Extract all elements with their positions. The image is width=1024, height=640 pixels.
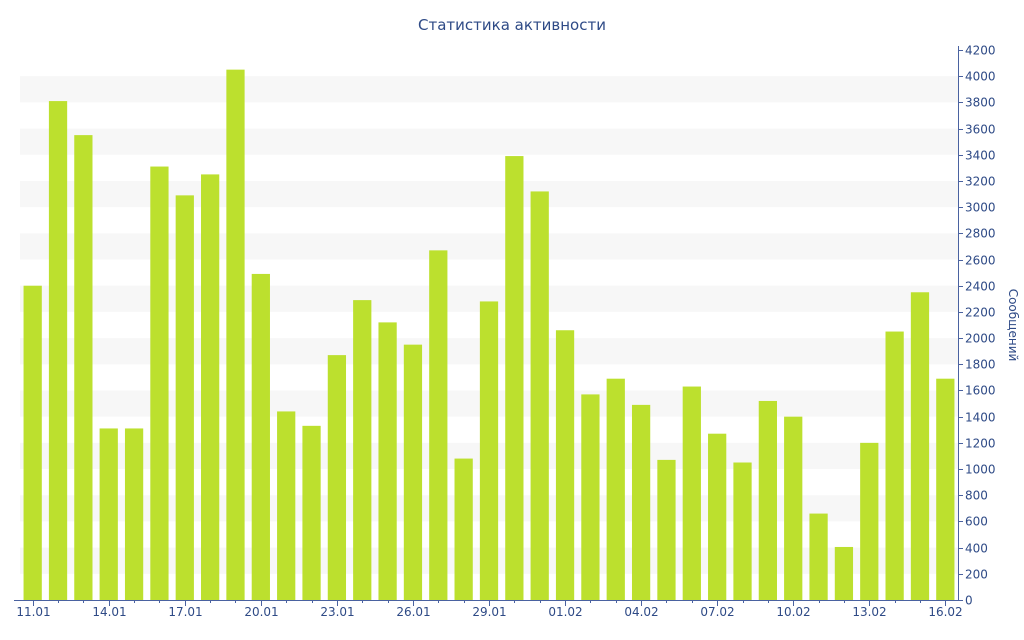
bar[interactable]	[251, 273, 270, 600]
y-tick-label: 200	[965, 568, 988, 582]
y-tick-label: 1800	[965, 358, 996, 372]
y-tick-label: 2600	[965, 254, 996, 268]
bar[interactable]	[657, 459, 676, 600]
axes	[14, 46, 959, 601]
x-tick-label: 01.02	[548, 605, 582, 619]
bar[interactable]	[175, 195, 194, 600]
bar[interactable]	[784, 416, 803, 600]
bar[interactable]	[378, 322, 397, 600]
bar[interactable]	[124, 428, 144, 600]
bar[interactable]	[99, 428, 118, 600]
x-tick-label: 07.02	[700, 605, 734, 619]
x-tick-label: 10.02	[776, 605, 810, 619]
bar[interactable]	[758, 400, 777, 600]
bar-series	[23, 69, 955, 601]
x-tick-label: 17.01	[168, 605, 202, 619]
y-tick-label: 1400	[965, 411, 996, 425]
grid-band	[20, 128, 958, 155]
y-tick-label: 800	[965, 489, 988, 503]
bar[interactable]	[403, 344, 423, 600]
x-tick-label: 11.01	[16, 605, 50, 619]
x-tick-label: 16.02	[928, 605, 962, 619]
x-tick-label: 13.02	[852, 605, 886, 619]
bar[interactable]	[277, 411, 296, 600]
bar[interactable]	[682, 386, 701, 600]
bar[interactable]	[708, 433, 727, 600]
y-tick-label: 3000	[965, 201, 996, 215]
x-tick-label: 26.01	[396, 605, 430, 619]
x-tick-label: 29.01	[472, 605, 506, 619]
y-tick-label: 4200	[965, 44, 996, 58]
y-tick-label: 3600	[965, 123, 996, 137]
bar[interactable]	[809, 513, 828, 600]
bar[interactable]	[302, 425, 321, 600]
y-tick-label: 2800	[965, 227, 996, 241]
grid-band	[20, 76, 958, 103]
bar[interactable]	[733, 462, 752, 601]
y-tick-label: 2000	[965, 332, 996, 346]
bar[interactable]	[834, 546, 854, 600]
y-tick-label: 3800	[965, 96, 996, 110]
bar[interactable]	[885, 331, 904, 600]
y-tick-label: 3400	[965, 149, 996, 163]
bar[interactable]	[23, 285, 42, 600]
y-tick-label: 4000	[965, 70, 996, 84]
x-axis-ticks: 11.01 14.01 17.01 20.01 23.01 26.01 29.01 01.02…	[16, 600, 963, 619]
y-tick-label: 400	[965, 542, 988, 556]
x-tick-label: 14.01	[92, 605, 126, 619]
bar[interactable]	[226, 69, 245, 600]
bar[interactable]	[505, 156, 524, 601]
y-axis-ticks: 0 200 400 600 800 1000 1200 1400 1600 1800 2000 220…	[958, 44, 996, 608]
bar[interactable]	[454, 458, 473, 600]
bar[interactable]	[150, 166, 169, 601]
bar[interactable]	[429, 250, 448, 600]
bar[interactable]	[327, 355, 347, 600]
bar[interactable]	[353, 300, 372, 600]
y-tick-label: 1000	[965, 463, 996, 477]
y-tick-label: 1200	[965, 437, 996, 451]
y-tick-label: 3200	[965, 175, 996, 189]
x-tick-label: 04.02	[624, 605, 658, 619]
bar[interactable]	[606, 378, 625, 600]
bar[interactable]	[48, 101, 68, 601]
y-tick-label: 1600	[965, 384, 996, 398]
bar[interactable]	[631, 404, 651, 600]
y-tick-label: 0	[965, 594, 973, 608]
x-tick-label: 20.01	[244, 605, 278, 619]
chart-title: Статистика активности	[418, 16, 606, 34]
y-tick-label: 600	[965, 515, 988, 529]
bar[interactable]	[479, 301, 499, 600]
y-axis-title: Сообщений	[1006, 289, 1020, 362]
bar[interactable]	[936, 378, 955, 600]
bar[interactable]	[530, 191, 549, 600]
y-tick-label: 2400	[965, 280, 996, 294]
bar[interactable]	[201, 174, 220, 600]
bar[interactable]	[910, 292, 930, 600]
y-tick-label: 2200	[965, 306, 996, 320]
bar[interactable]	[555, 330, 575, 600]
bar[interactable]	[74, 135, 93, 600]
x-tick-label: 23.01	[320, 605, 354, 619]
bar[interactable]	[581, 394, 600, 600]
bar[interactable]	[860, 442, 879, 600]
